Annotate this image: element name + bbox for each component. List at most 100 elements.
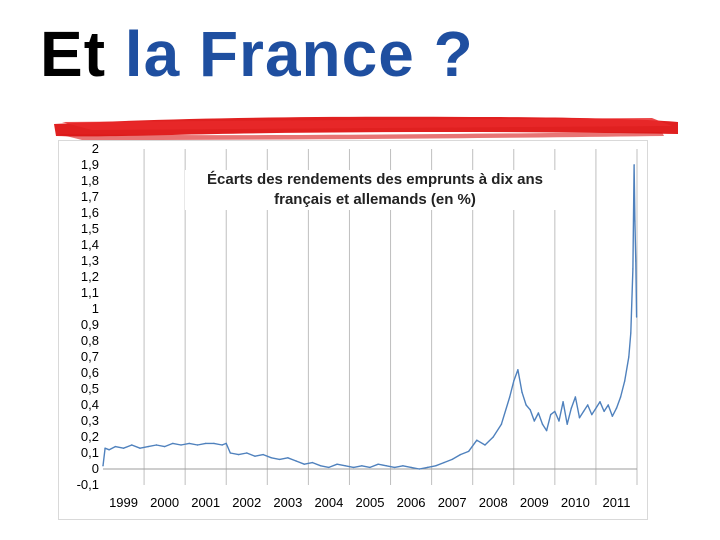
data-point <box>591 413 593 416</box>
data-point <box>570 407 572 409</box>
data-point <box>295 460 297 462</box>
data-point <box>513 380 515 382</box>
y-tick-label: -0,1 <box>77 477 99 492</box>
spread-series-line <box>102 164 638 470</box>
data-point <box>320 465 322 467</box>
data-point <box>278 458 281 461</box>
x-tick-labels: 1999 2000 2001 2002 2003 2004 2005 2006 2007 2008… <box>109 495 630 510</box>
data-point <box>435 465 437 467</box>
data-point <box>377 463 379 465</box>
data-point <box>587 404 589 406</box>
data-point <box>566 423 568 425</box>
data-point <box>196 444 199 446</box>
data-point <box>369 466 371 469</box>
data-point <box>562 401 564 403</box>
data-point <box>582 410 585 413</box>
data-point <box>537 412 540 414</box>
data-point <box>634 220 636 222</box>
data-point <box>344 465 347 467</box>
data-point <box>484 444 486 446</box>
data-point <box>630 332 632 334</box>
data-point <box>533 420 536 422</box>
x-tick-label: 2001 <box>191 495 220 510</box>
data-point <box>541 423 544 425</box>
data-point <box>262 453 264 456</box>
y-tick-label: 1,7 <box>81 189 99 204</box>
data-point <box>508 396 511 398</box>
data-point <box>467 450 470 453</box>
data-point <box>476 439 478 441</box>
data-point <box>500 423 503 425</box>
data-point <box>254 455 256 457</box>
y-tick-label: 0 <box>92 461 99 476</box>
data-point <box>213 442 215 445</box>
data-point <box>336 463 338 465</box>
data-point <box>221 444 223 446</box>
y-tick-label: 1,1 <box>81 285 99 300</box>
chart-title-line1: Écarts des rendements des emprunts à dix… <box>207 171 543 188</box>
x-tick-label: 2003 <box>273 495 302 510</box>
x-tick-label: 2007 <box>438 495 467 510</box>
y-tick-label: 1,5 <box>81 221 99 236</box>
red-underline-stroke <box>54 116 678 140</box>
data-point <box>619 396 622 398</box>
data-point <box>607 404 609 406</box>
data-point <box>628 356 630 358</box>
chart-title-line2: français et allemands (en %) <box>274 191 476 208</box>
slide-title: Et la France ? <box>40 22 474 86</box>
data-point <box>147 445 149 448</box>
y-tick-labels: 21,91,81,71,61,51,41,31,21,110,90,80,70,… <box>77 141 99 492</box>
data-point <box>517 369 519 371</box>
y-tick-label: 0,6 <box>81 365 99 380</box>
data-point <box>131 444 133 446</box>
y-tick-label: 0,9 <box>81 317 99 332</box>
x-tick-label: 2002 <box>232 495 261 510</box>
chart-title: Écarts des rendements des emprunts à dix… <box>185 170 565 210</box>
x-tick-label: 2010 <box>561 495 590 510</box>
x-tick-label: 2011 <box>602 495 630 510</box>
data-point <box>172 442 174 445</box>
y-tick-label: 1,4 <box>81 237 99 252</box>
y-tick-label: 0,8 <box>81 333 99 348</box>
data-point <box>385 465 388 467</box>
data-point <box>595 407 597 409</box>
data-point <box>554 410 556 413</box>
y-tick-label: 0,5 <box>81 381 99 396</box>
data-point <box>574 396 577 398</box>
slide-title-part3: ? <box>433 18 474 90</box>
data-point <box>633 164 635 166</box>
y-tick-label: 0,1 <box>81 445 99 460</box>
y-tick-label: 0,7 <box>81 349 99 364</box>
y-tick-label: 0,2 <box>81 429 99 444</box>
series-layer <box>102 164 638 470</box>
slide-title-part2: la France <box>124 18 415 90</box>
data-point <box>287 457 289 459</box>
y-tick-label: 1,6 <box>81 205 99 220</box>
data-point <box>246 452 248 454</box>
y-tick-label: 0,3 <box>81 413 99 428</box>
x-tick-label: 2009 <box>520 495 549 510</box>
data-point <box>632 268 634 270</box>
data-point <box>361 465 363 467</box>
data-point <box>550 413 552 416</box>
data-point <box>459 453 462 456</box>
data-point <box>529 409 531 411</box>
data-point <box>521 391 523 393</box>
data-point <box>578 417 581 419</box>
data-point <box>525 404 527 406</box>
data-point <box>623 380 626 382</box>
data-point <box>237 453 240 456</box>
data-point <box>229 452 232 454</box>
data-point <box>180 444 182 446</box>
y-tick-label: 1,3 <box>81 253 99 268</box>
x-tick-label: 2004 <box>314 495 343 510</box>
data-point <box>163 445 166 448</box>
data-point <box>402 465 404 467</box>
data-point <box>615 407 618 409</box>
data-point <box>155 444 158 446</box>
data-point <box>328 466 330 469</box>
data-point <box>104 447 106 449</box>
data-point <box>603 410 605 413</box>
data-point <box>611 415 614 417</box>
y-tick-label: 1 <box>92 301 99 316</box>
